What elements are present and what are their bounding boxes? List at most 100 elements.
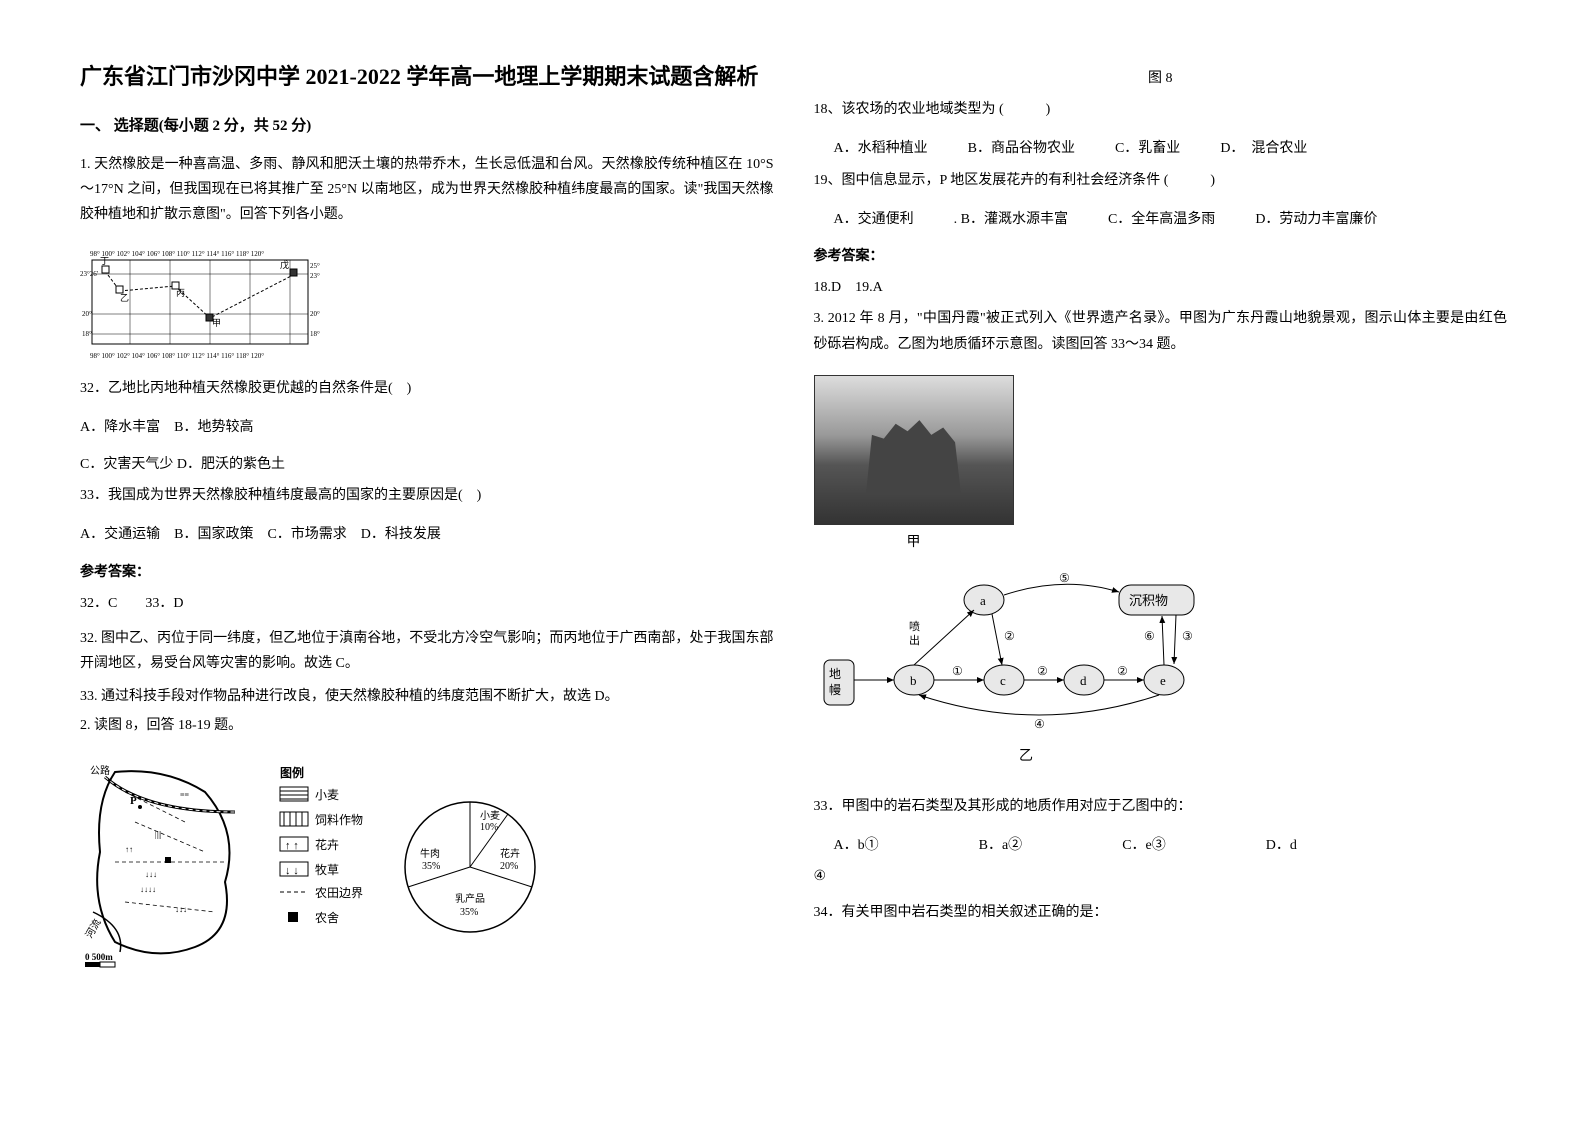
q33-text: 33．我国成为世界天然橡胶种植纬度最高的国家的主要原因是( )	[80, 483, 774, 508]
svg-text:98° 100° 102° 104° 106° 108° 1: 98° 100° 102° 104° 106° 108° 110° 112° 1…	[90, 352, 264, 360]
svg-text:丙: 丙	[176, 288, 185, 298]
svg-text:牧草: 牧草	[315, 863, 339, 877]
svg-text:b: b	[910, 673, 917, 688]
svg-text:出: 出	[909, 633, 920, 647]
q19-opt-d: D．劳动力丰富廉价	[1255, 207, 1377, 232]
q2-intro: 2. 读图 8，回答 18-19 题。	[80, 713, 774, 738]
svg-text:≡≡: ≡≡	[180, 790, 190, 799]
svg-text:乳产品: 乳产品	[455, 892, 485, 905]
svg-text:↑↑: ↑↑	[125, 845, 133, 854]
svg-text:↓↓↓↓: ↓↓↓↓	[140, 885, 156, 894]
svg-text:花卉: 花卉	[500, 847, 520, 860]
section-1-header: 一、 选择题(每小题 2 分，共 52 分)	[80, 113, 774, 140]
farm-figure: 公路 河流 P ≡≡ |||| ↓↓↓ ↓↓↓↓ ↓↓↓ ↑↑	[80, 757, 774, 977]
q32-options-1: A．降水丰富 B．地势较高	[80, 415, 774, 440]
q33b-extra: ④	[814, 864, 1508, 889]
svg-text:↑ ↑: ↑ ↑	[285, 840, 299, 852]
svg-text:小麦: 小麦	[315, 788, 339, 802]
svg-text:c: c	[1000, 673, 1006, 688]
q19-opt-b: . B．灌溉水源丰富	[954, 207, 1068, 232]
q33b-opt-d: D．d	[1266, 833, 1297, 858]
svg-text:0 500m: 0 500m	[85, 952, 113, 962]
svg-text:喷: 喷	[909, 620, 920, 633]
q18-opt-d: D． 混合农业	[1220, 136, 1307, 161]
svg-text:||||: ||||	[155, 830, 161, 839]
q19-opt-c: C．全年高温多雨	[1108, 207, 1215, 232]
svg-text:e: e	[1160, 673, 1166, 688]
ref-answer-label-2: 参考答案：	[814, 244, 1508, 269]
svg-text:饲料作物: 饲料作物	[315, 813, 363, 827]
svg-text:18°: 18°	[82, 330, 92, 338]
svg-text:⑤: ⑤	[1059, 571, 1070, 585]
q33b-opt-b: B．a②	[979, 833, 1023, 858]
svg-text:牛肉: 牛肉	[420, 847, 440, 860]
svg-text:18°: 18°	[310, 330, 320, 338]
svg-text:35%: 35%	[460, 907, 478, 918]
q32-options-2: C．灾害天气少 D．肥沃的紫色土	[80, 452, 774, 477]
svg-text:④: ④	[1034, 717, 1045, 731]
left-column: 广东省江门市沙冈中学 2021-2022 学年高一地理上学期期末试题含解析 一、…	[80, 60, 774, 1062]
svg-text:25°: 25°	[310, 262, 320, 270]
svg-text:河流: 河流	[82, 916, 103, 940]
svg-text:↓ ↓: ↓ ↓	[285, 865, 299, 877]
q1-answers: 32．C 33．D	[80, 591, 774, 616]
lon-label: 98° 100° 102° 104° 106° 108° 110° 112° 1…	[90, 250, 264, 258]
q19-opt-a: A．交通便利	[834, 207, 914, 232]
svg-text:②: ②	[1117, 664, 1128, 678]
q18-text: 18、该农场的农业地域类型为 ( )	[814, 97, 1508, 122]
farm-svg: 公路 河流 P ≡≡ |||| ↓↓↓ ↓↓↓↓ ↓↓↓ ↑↑	[80, 757, 560, 977]
svg-text:丁: 丁	[100, 256, 109, 266]
svg-text:↓↓↓: ↓↓↓	[145, 870, 157, 879]
svg-text:23°26′: 23°26′	[80, 270, 99, 278]
q32-explanation: 32. 图中乙、丙位于同一纬度，但乙地位于滇南谷地，不受北方冷空气影响；而丙地位…	[80, 626, 774, 676]
document-title: 广东省江门市沙冈中学 2021-2022 学年高一地理上学期期末试题含解析	[80, 60, 774, 93]
svg-text:20°: 20°	[310, 310, 320, 318]
ref-answer-label-1: 参考答案：	[80, 560, 774, 585]
svg-text:乙: 乙	[1019, 748, 1033, 764]
svg-text:↓↓↓: ↓↓↓	[175, 905, 187, 914]
svg-text:a: a	[980, 593, 986, 608]
q3-intro: 3. 2012 年 8 月，"中国丹霞"被正式列入《世界遗产名录》。甲图为广东丹…	[814, 306, 1508, 356]
svg-text:20%: 20%	[500, 861, 518, 872]
svg-text:23°26′: 23°26′	[310, 272, 320, 280]
q19-options: A．交通便利 . B．灌溉水源丰富 C．全年高温多雨 D．劳动力丰富廉价	[834, 207, 1508, 232]
svg-text:甲: 甲	[212, 318, 221, 328]
q33b-opt-a: A．b①	[834, 833, 879, 858]
svg-text:⑥: ⑥	[1144, 629, 1155, 643]
q18-opt-a: A．水稻种植业	[834, 136, 928, 161]
danxia-photo: 甲	[814, 365, 1508, 555]
svg-text:20°: 20°	[82, 310, 92, 318]
q1-intro: 1. 天然橡胶是一种喜高温、多雨、静风和肥沃土壤的热带乔木，生长忌低温和台风。天…	[80, 152, 774, 228]
svg-text:d: d	[1080, 673, 1087, 688]
svg-text:P: P	[130, 795, 137, 807]
svg-text:35%: 35%	[422, 861, 440, 872]
geo-cycle-diagram: a 沉积物 地 幔 b c d e ⑤ ② 喷 出 ① ②	[814, 570, 1508, 779]
rubber-map-svg: 98° 100° 102° 104° 106° 108° 110° 112° 1…	[80, 246, 320, 366]
q34-text: 34．有关甲图中岩石类型的相关叙述正确的是：	[814, 900, 1508, 925]
q18-options: A．水稻种植业 B．商品谷物农业 C．乳畜业 D． 混合农业	[834, 136, 1508, 161]
svg-text:②: ②	[1004, 629, 1015, 643]
q2-answers: 18.D 19.A	[814, 275, 1508, 300]
q33-options: A．交通运输 B．国家政策 C．市场需求 D．科技发展	[80, 522, 774, 547]
svg-text:地: 地	[829, 667, 841, 681]
svg-text:小麦: 小麦	[480, 810, 500, 822]
q33b-options: A．b① B．a② C．e③ D．d	[834, 833, 1508, 858]
geo-cycle-svg: a 沉积物 地 幔 b c d e ⑤ ② 喷 出 ① ②	[814, 570, 1234, 770]
svg-text:花卉: 花卉	[315, 837, 339, 852]
q33b-opt-c: C．e③	[1122, 833, 1166, 858]
q18-opt-c: C．乳畜业	[1115, 136, 1180, 161]
svg-text:乙: 乙	[120, 293, 129, 303]
svg-text:③: ③	[1182, 629, 1193, 643]
svg-text:10%: 10%	[480, 822, 498, 833]
q33b-text: 33．甲图中的岩石类型及其形成的地质作用对应于乙图中的：	[814, 794, 1508, 819]
fig8-caption: 图 8	[814, 66, 1508, 91]
rubber-map-figure: 98° 100° 102° 104° 106° 108° 110° 112° 1…	[80, 246, 774, 366]
svg-text:沉积物: 沉积物	[1129, 593, 1168, 608]
svg-text:公路: 公路	[90, 764, 110, 777]
svg-text:图例: 图例	[280, 765, 304, 780]
danxia-photo-img	[814, 375, 1014, 525]
q33-explanation: 33. 通过科技手段对作物品种进行改良，使天然橡胶种植的纬度范围不断扩大，故选 …	[80, 684, 774, 709]
right-column: 图 8 18、该农场的农业地域类型为 ( ) A．水稻种植业 B．商品谷物农业 …	[814, 60, 1508, 1062]
svg-text:戊: 戊	[280, 259, 289, 270]
svg-text:①: ①	[952, 664, 963, 678]
